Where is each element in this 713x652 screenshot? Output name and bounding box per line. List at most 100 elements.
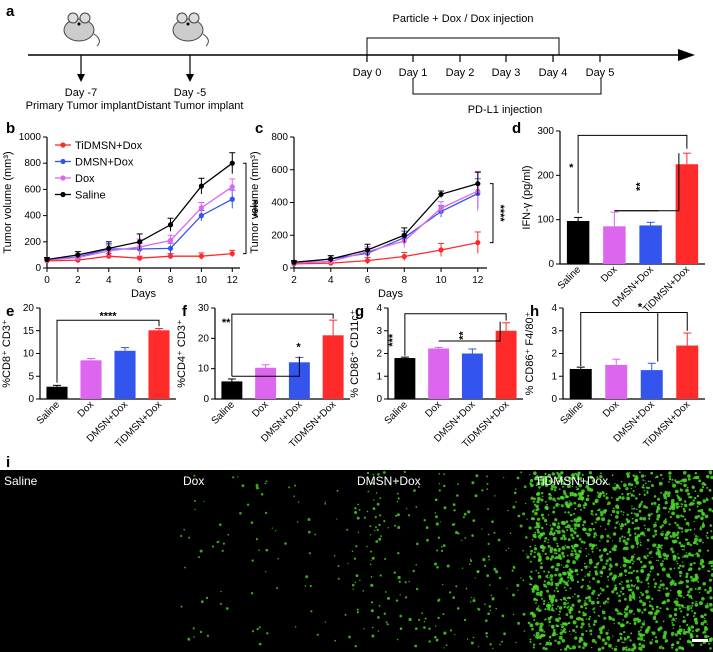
fluorescence-dot bbox=[705, 498, 709, 502]
fluorescence-dot bbox=[565, 520, 569, 524]
fluorescence-dot bbox=[533, 497, 536, 501]
y-tick-label: 0 bbox=[35, 263, 41, 274]
fluorescence-dot bbox=[620, 523, 625, 528]
fluorescence-dot bbox=[689, 543, 693, 547]
fluorescence-dot bbox=[562, 482, 566, 486]
fluorescence-dot bbox=[520, 471, 523, 474]
fluorescence-dot bbox=[549, 557, 553, 561]
fluorescence-dot bbox=[529, 575, 532, 578]
fluorescence-dot bbox=[529, 473, 531, 476]
fluorescence-dot bbox=[706, 602, 709, 605]
fluorescence-dot bbox=[691, 601, 694, 605]
fluorescence-dot bbox=[622, 563, 627, 568]
fluorescence-dot bbox=[441, 545, 443, 548]
fluorescence-dot bbox=[522, 612, 526, 616]
fluorescence-dot bbox=[573, 501, 577, 505]
fluorescence-dot bbox=[626, 519, 631, 524]
fluorescence-dot bbox=[676, 597, 678, 600]
fluorescence-dot bbox=[564, 478, 568, 481]
fluorescence-dot bbox=[657, 497, 661, 501]
y-tick-label: 1 bbox=[551, 371, 557, 382]
legend-marker bbox=[60, 142, 66, 148]
fluorescence-dot bbox=[558, 617, 562, 620]
fluorescence-dot bbox=[621, 535, 624, 538]
fluorescence-dot bbox=[570, 533, 574, 537]
fluorescence-dot bbox=[607, 579, 609, 581]
fluorescence-dot bbox=[456, 494, 459, 497]
fluorescence-dot bbox=[232, 476, 235, 479]
fluorescence-dot bbox=[613, 647, 618, 652]
fluorescence-dot bbox=[453, 509, 456, 512]
fluorescence-dot bbox=[596, 597, 599, 600]
fluorescence-dot bbox=[572, 645, 576, 650]
fluorescence-dot bbox=[556, 480, 559, 483]
fluorescence-dot bbox=[669, 589, 672, 592]
micrograph-label-dox: Dox bbox=[183, 474, 204, 488]
fluorescence-dot bbox=[547, 602, 550, 604]
fluorescence-dot bbox=[710, 530, 713, 533]
fluorescence-dot bbox=[591, 638, 596, 643]
fluorescence-dot bbox=[525, 536, 528, 539]
fluorescence-dot bbox=[622, 539, 626, 543]
fluorescence-dot bbox=[634, 646, 637, 648]
fluorescence-dot bbox=[621, 496, 625, 500]
fluorescence-dot bbox=[651, 605, 654, 608]
fluorescence-dot bbox=[531, 627, 534, 631]
fluorescence-dot bbox=[662, 478, 664, 480]
fluorescence-dot bbox=[548, 620, 551, 624]
bar bbox=[603, 226, 626, 264]
fluorescence-dot bbox=[558, 475, 560, 478]
fluorescence-dot bbox=[541, 597, 543, 600]
fluorescence-dot bbox=[545, 556, 550, 560]
fluorescence-dot bbox=[676, 536, 680, 540]
fluorescence-dot bbox=[297, 501, 300, 503]
fluorescence-dot bbox=[485, 635, 488, 638]
fluorescence-dot bbox=[221, 549, 224, 553]
fluorescence-dot bbox=[677, 593, 681, 597]
fluorescence-dot bbox=[602, 565, 606, 570]
fluorescence-dot bbox=[580, 585, 583, 589]
fluorescence-dot bbox=[386, 623, 389, 626]
fluorescence-dot bbox=[542, 602, 546, 606]
fluorescence-dot bbox=[665, 501, 668, 503]
fluorescence-dot bbox=[589, 629, 593, 633]
fluorescence-dot bbox=[658, 646, 662, 649]
fluorescence-dot bbox=[567, 602, 569, 604]
fluorescence-dot bbox=[265, 571, 267, 573]
fluorescence-dot bbox=[463, 512, 467, 516]
fluorescence-dot bbox=[559, 557, 563, 560]
fluorescence-dot bbox=[622, 511, 625, 513]
fluorescence-dot bbox=[255, 486, 259, 490]
fluorescence-dot bbox=[549, 574, 554, 578]
fluorescence-dot bbox=[684, 500, 687, 503]
fluorescence-dot bbox=[663, 520, 668, 524]
fluorescence-dot bbox=[489, 643, 492, 646]
fluorescence-dot bbox=[379, 514, 382, 517]
fluorescence-dot bbox=[599, 638, 601, 640]
fluorescence-dot bbox=[546, 581, 551, 586]
fluorescence-dot bbox=[638, 493, 641, 496]
fluorescence-dot bbox=[566, 504, 570, 508]
fluorescence-dot bbox=[266, 632, 269, 635]
fluorescence-dot bbox=[652, 578, 655, 581]
fluorescence-dot bbox=[559, 578, 564, 583]
fluorescence-dot bbox=[563, 566, 565, 569]
fluorescence-dot bbox=[633, 478, 638, 482]
fluorescence-dot bbox=[624, 541, 629, 546]
fluorescence-dot bbox=[647, 548, 649, 550]
x-axis-label: Days bbox=[378, 288, 404, 300]
fluorescence-dot bbox=[695, 628, 699, 632]
fluorescence-dot bbox=[675, 620, 677, 622]
fluorescence-dot bbox=[675, 514, 680, 519]
fluorescence-dot bbox=[643, 534, 646, 537]
bar bbox=[569, 368, 592, 399]
fluorescence-dot bbox=[569, 570, 572, 573]
fluorescence-dot bbox=[256, 627, 259, 631]
fluorescence-dot bbox=[578, 482, 580, 484]
fluorescence-dot bbox=[641, 531, 644, 534]
fluorescence-dot bbox=[563, 531, 566, 534]
fluorescence-dot bbox=[655, 620, 658, 624]
fluorescence-dot bbox=[693, 502, 695, 505]
fluorescence-dot bbox=[675, 648, 679, 652]
fluorescence-dot bbox=[672, 482, 674, 484]
